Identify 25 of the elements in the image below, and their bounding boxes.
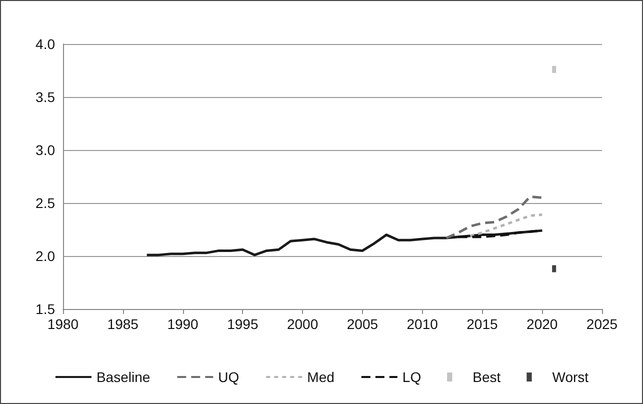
x-tick-label: 1990 [167, 316, 199, 332]
x-tick-label: 2010 [406, 316, 438, 332]
legend-label: Baseline [96, 369, 150, 385]
legend-label: LQ [402, 369, 422, 385]
legend-label: Med [307, 369, 334, 385]
x-tick-label: 2020 [526, 316, 558, 332]
line-series [445, 195, 544, 240]
x-tick-label: 1980 [47, 316, 79, 332]
y-tick-label: 2.0 [36, 248, 56, 264]
y-tick-label: 2.5 [36, 195, 56, 211]
y-tick-label: 3.0 [36, 142, 56, 158]
y-tick-label: 3.5 [36, 89, 56, 105]
line-series [468, 213, 544, 238]
x-tick-label: 2000 [286, 316, 318, 332]
y-tick-label: 1.5 [36, 301, 56, 317]
x-tick-label: 1985 [107, 316, 139, 332]
y-tick-label: 4.0 [36, 36, 56, 52]
legend-label: Best [472, 369, 501, 385]
legend-label: UQ [218, 369, 240, 385]
x-tick-label: 2005 [346, 316, 378, 332]
x-tick-label: 2025 [586, 316, 618, 332]
line-series [146, 229, 544, 256]
x-tick-label: 2015 [466, 316, 498, 332]
legend-label: Worst [552, 369, 589, 385]
x-tick-label: 1995 [227, 316, 258, 332]
